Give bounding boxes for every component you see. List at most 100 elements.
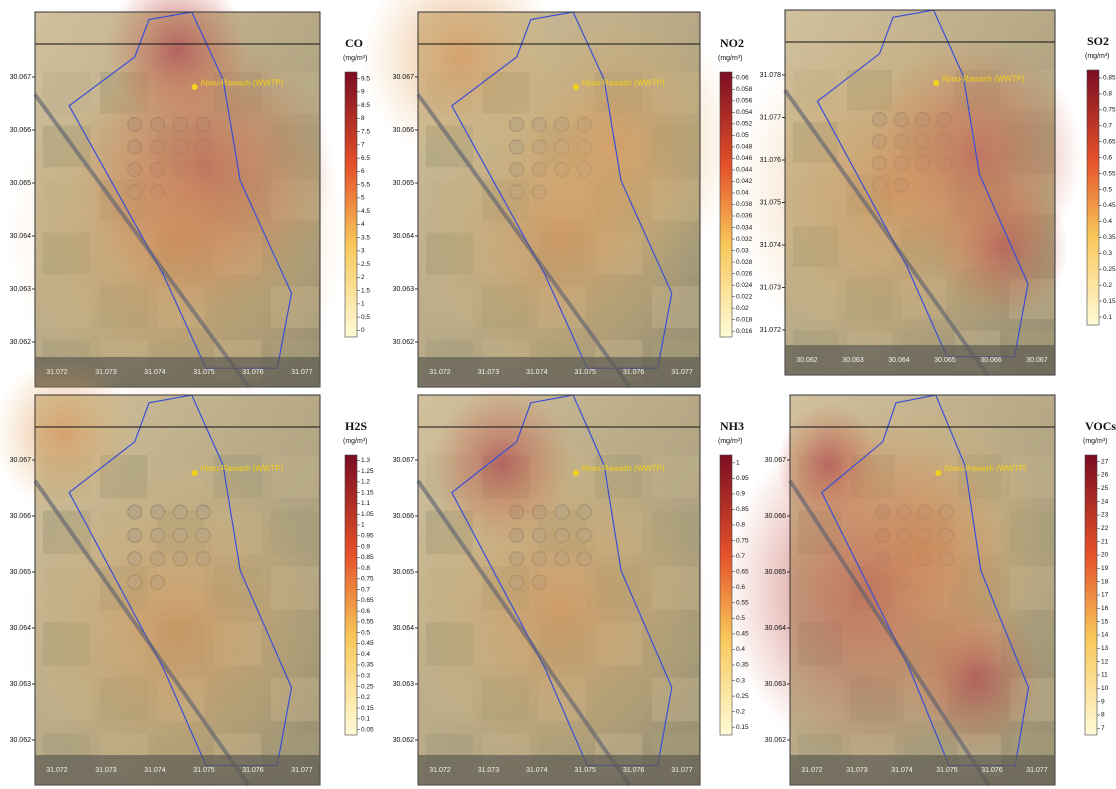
colorbar-label: 0.15 xyxy=(1103,298,1116,305)
colorbar-label: 0.15 xyxy=(736,724,749,731)
y-tick-label: 31.072 xyxy=(760,327,782,334)
colorbar-label: 0.2 xyxy=(1103,282,1112,289)
colorbar-label: 5 xyxy=(361,195,365,202)
x-tick-label: 31.073 xyxy=(95,767,117,774)
x-axis-strip xyxy=(418,755,700,785)
colorbar-label: 0.95 xyxy=(361,532,374,539)
y-tick-label: 30.063 xyxy=(765,681,787,688)
x-tick-label: 31.075 xyxy=(936,767,958,774)
y-tick-label: 30.064 xyxy=(393,625,415,632)
y-tick-label: 30.067 xyxy=(393,74,415,81)
colorbar-label: 0.9 xyxy=(361,543,370,550)
colorbar-label: 0.85 xyxy=(1103,75,1116,82)
y-tick-label: 30.064 xyxy=(10,233,32,240)
colorbar-label: 0.75 xyxy=(1103,107,1116,114)
site-marker xyxy=(933,80,939,86)
overlay-tint xyxy=(785,10,1055,375)
x-tick-label: 31.073 xyxy=(846,767,868,774)
colorbar-label: 0.2 xyxy=(736,708,745,715)
colorbar-label: 0.5 xyxy=(361,629,370,636)
y-tick-label: 30.062 xyxy=(10,339,32,346)
unit-label: (mg/m³) xyxy=(343,438,368,445)
colorbar-label: 7 xyxy=(1101,725,1105,732)
y-tick-label: 30.065 xyxy=(393,180,415,187)
colorbar-label: 18 xyxy=(1101,578,1109,585)
y-tick-label: 30.067 xyxy=(765,457,787,464)
colorbar xyxy=(1085,455,1097,735)
colorbar-label: 0.8 xyxy=(361,565,370,572)
colorbar-label: 13 xyxy=(1101,645,1109,652)
x-axis-strip xyxy=(418,357,700,387)
colorbar-label: 0.022 xyxy=(736,293,753,300)
colorbar-label: 0.45 xyxy=(361,640,374,647)
colorbar-label: 0.056 xyxy=(736,98,753,105)
colorbar-label: 12 xyxy=(1101,658,1109,665)
y-tick-label: 30.063 xyxy=(393,681,415,688)
y-tick-label: 30.063 xyxy=(10,286,32,293)
map-panel: Abou-Rawash (WWTP)30.06730.06630.06530.0… xyxy=(362,0,753,387)
x-tick-label: 31.076 xyxy=(623,369,645,376)
y-tick-label: 30.065 xyxy=(10,569,32,576)
colorbar-label: 3.5 xyxy=(361,234,370,241)
colorbar-label: 0.55 xyxy=(361,619,374,626)
colorbar-label: 19 xyxy=(1101,565,1109,572)
colorbar-label: 0.3 xyxy=(736,677,745,684)
x-tick-label: 31.074 xyxy=(526,767,548,774)
colorbar-label: 1 xyxy=(736,459,740,466)
site-label: Abou-Rawash (WWTP) xyxy=(582,78,665,87)
colorbar-label: 0.05 xyxy=(361,726,374,733)
colorbar-label: 0.5 xyxy=(361,314,370,321)
y-tick-label: 30.067 xyxy=(10,457,32,464)
pollutant-title: H2S xyxy=(345,419,367,433)
colorbar-label: 23 xyxy=(1101,512,1109,519)
colorbar-label: 0.6 xyxy=(361,608,370,615)
overlay-tint xyxy=(790,395,1055,785)
colorbar-label: 0.7 xyxy=(361,586,370,593)
colorbar-label: 0.016 xyxy=(736,328,753,335)
colorbar-label: 0.3 xyxy=(1103,250,1112,257)
colorbar xyxy=(1087,70,1099,325)
colorbar xyxy=(720,72,732,337)
colorbar-label: 27 xyxy=(1101,458,1109,465)
x-tick-label: 31.074 xyxy=(144,369,166,376)
y-tick-label: 30.064 xyxy=(10,625,32,632)
x-tick-label: 31.077 xyxy=(671,369,693,376)
x-tick-label: 31.075 xyxy=(574,369,596,376)
colorbar-label: 0.6 xyxy=(1103,154,1112,161)
x-tick-label: 31.075 xyxy=(193,767,215,774)
colorbar-label: 1.25 xyxy=(361,468,374,475)
colorbar-label: 0.9 xyxy=(736,491,745,498)
colorbar-label: 0.7 xyxy=(1103,123,1112,130)
colorbar-label: 7 xyxy=(361,142,365,149)
colorbar-label: 11 xyxy=(1101,672,1108,679)
x-tick-label: 31.073 xyxy=(478,767,500,774)
figure: Abou-Rawash (WWTP) 30.067 3 0.06 6 30.065 30.0… xyxy=(0,0,1116,789)
site-marker xyxy=(192,84,198,90)
colorbar xyxy=(345,72,357,337)
overlay-tint xyxy=(418,12,700,387)
colorbar-label: 26 xyxy=(1101,472,1109,479)
x-tick-label: 31.072 xyxy=(801,767,823,774)
colorbar-label: 6 xyxy=(361,168,365,175)
x-tick-label: 31.076 xyxy=(242,767,264,774)
colorbar-label: 0.1 xyxy=(361,716,370,723)
colorbar-label: 0.75 xyxy=(361,576,374,583)
colorbar-label: 0.25 xyxy=(736,693,749,700)
site-label: Abou-Rawash (WWTP) xyxy=(582,464,665,473)
colorbar-label: 21 xyxy=(1101,538,1109,545)
colorbar-label: 1 xyxy=(361,522,365,529)
pollutant-title: VOCs xyxy=(1085,419,1116,433)
colorbar-label: 0.02 xyxy=(736,305,749,312)
colorbar-label: 0.06 xyxy=(736,74,749,81)
x-tick-label: 31.075 xyxy=(574,767,596,774)
colorbar-label: 20 xyxy=(1101,552,1109,559)
colorbar-label: 0.35 xyxy=(361,662,374,669)
unit-label: (mg/m³) xyxy=(718,55,743,62)
y-tick-label: 31.073 xyxy=(760,284,782,291)
x-tick-label: 30.062 xyxy=(796,357,818,364)
colorbar-label: 1.2 xyxy=(361,479,370,486)
colorbar-label: 14 xyxy=(1101,632,1109,639)
colorbar-label: 8 xyxy=(1101,712,1105,719)
y-tick-label: 31.076 xyxy=(760,157,782,164)
colorbar-label: 3 xyxy=(361,248,365,255)
